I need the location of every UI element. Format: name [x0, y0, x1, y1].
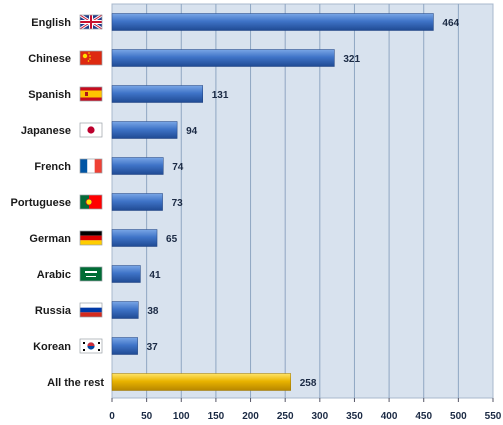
- value-label: 73: [172, 198, 184, 209]
- france-flag-icon: [79, 158, 103, 174]
- x-tick-label: 300: [311, 411, 328, 422]
- japan-flag-icon: [79, 122, 103, 138]
- x-tick-label: 500: [450, 411, 467, 422]
- value-label: 37: [147, 342, 159, 353]
- category-label: Japanese: [21, 125, 71, 137]
- x-tick-label: 400: [381, 411, 398, 422]
- category-label: German: [29, 233, 71, 245]
- bar-german: [111, 229, 158, 247]
- value-label: 464: [442, 18, 459, 29]
- china-flag-icon: [79, 50, 103, 66]
- value-labels: 464 321 131 94 74 73 65 41 38 37 258: [147, 18, 460, 389]
- value-label: 41: [149, 270, 161, 281]
- category-label: Russia: [35, 305, 72, 317]
- bar-french: [111, 157, 164, 175]
- x-tick-label: 350: [346, 411, 363, 422]
- value-label: 74: [172, 162, 184, 173]
- value-label: 94: [186, 126, 198, 137]
- value-label: 258: [300, 378, 317, 389]
- bar-chinese: [111, 49, 335, 67]
- x-axis-ticks: 0 50 100 150 200 250 300 350 400 450 500 550: [109, 398, 502, 422]
- category-labels: English Chinese Spanish Japanese French Portu…: [10, 17, 104, 389]
- spain-flag-icon: [79, 86, 103, 102]
- bar-korean: [111, 337, 138, 355]
- x-tick-label: 550: [485, 411, 502, 422]
- uk-flag-icon: [79, 13, 103, 31]
- category-label: Arabic: [37, 269, 71, 281]
- category-label: French: [34, 161, 71, 173]
- bar-english: [111, 13, 434, 31]
- value-label: 321: [343, 54, 360, 65]
- bar-japanese: [111, 121, 178, 139]
- value-label: 38: [147, 306, 159, 317]
- value-label: 65: [166, 234, 178, 245]
- bar-russia: [111, 301, 139, 319]
- x-tick-label: 100: [173, 411, 190, 422]
- flag-icons: [79, 13, 103, 354]
- x-tick-label: 450: [415, 411, 432, 422]
- category-label: Chinese: [28, 53, 71, 65]
- bar-all-the-rest: [111, 373, 291, 391]
- value-label: 131: [212, 90, 229, 101]
- x-tick-label: 0: [109, 411, 115, 422]
- russia-flag-icon: [79, 302, 103, 318]
- south-korea-flag-icon: [79, 338, 103, 354]
- category-label: English: [31, 17, 71, 29]
- grid-lines: [146, 4, 459, 398]
- bars: [111, 13, 434, 391]
- category-label: Spanish: [28, 89, 71, 101]
- saudi-arabia-flag-icon: [79, 266, 103, 282]
- bar-portuguese: [111, 193, 163, 211]
- portugal-flag-icon: [79, 194, 103, 210]
- plot-area: [111, 3, 494, 399]
- x-tick-label: 150: [208, 411, 225, 422]
- x-tick-label: 200: [242, 411, 259, 422]
- category-label: Portuguese: [10, 197, 71, 209]
- bar-spanish: [111, 85, 203, 103]
- category-label: Korean: [33, 341, 71, 353]
- x-tick-label: 50: [141, 411, 153, 422]
- bar-arabic: [111, 265, 141, 283]
- x-tick-label: 250: [277, 411, 294, 422]
- germany-flag-icon: [79, 230, 103, 246]
- category-label: All the rest: [47, 377, 104, 389]
